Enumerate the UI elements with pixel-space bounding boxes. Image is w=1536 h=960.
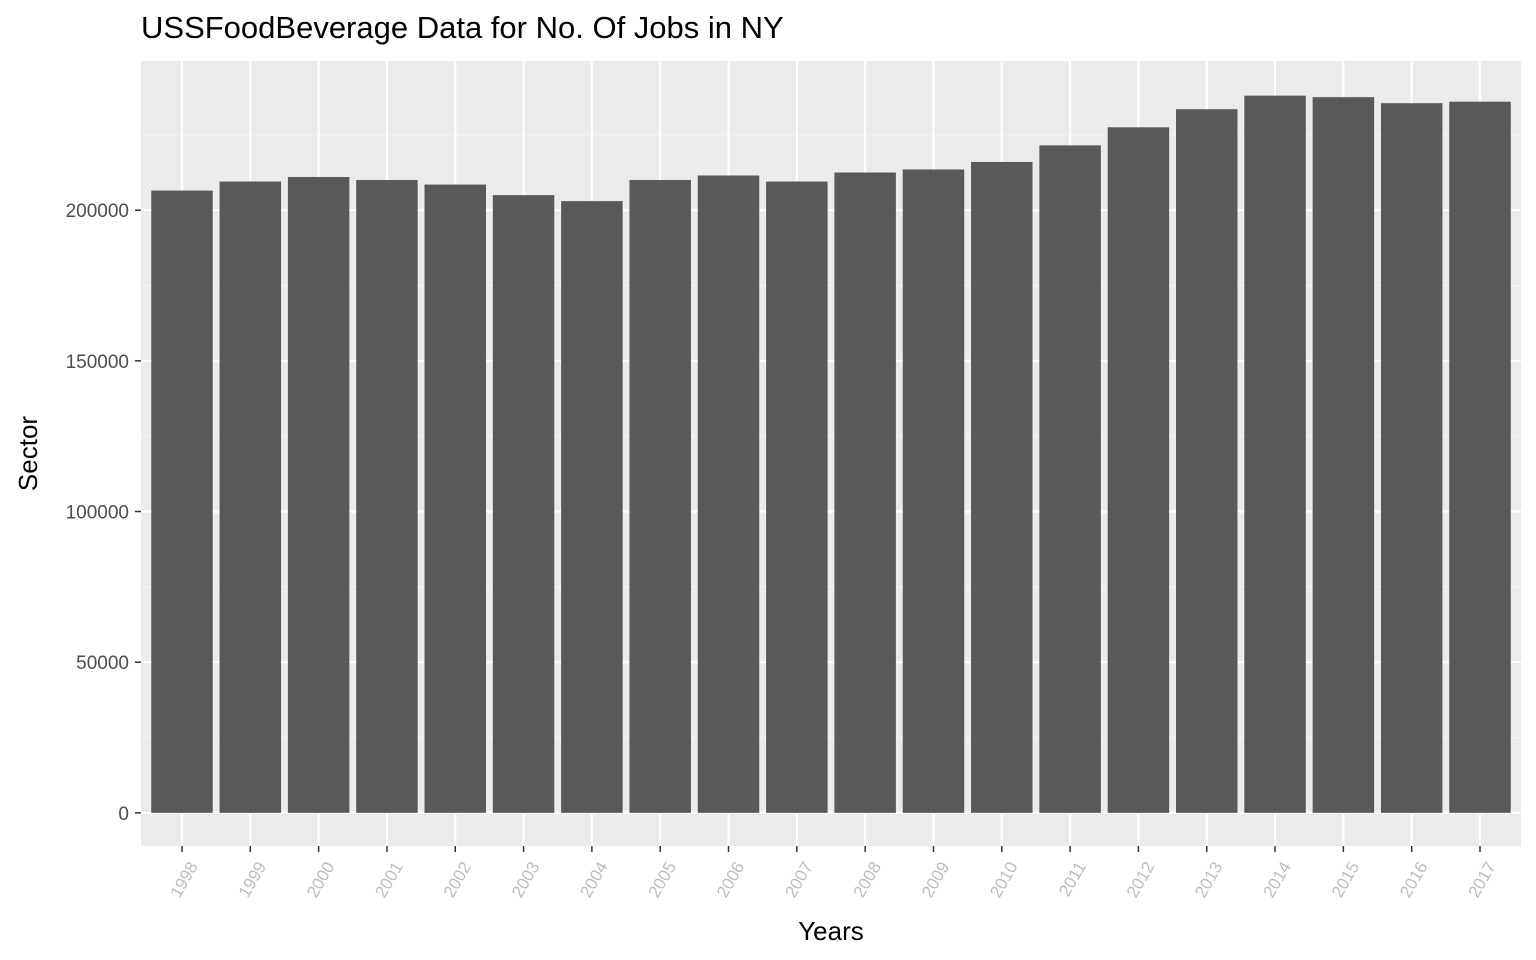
x-tick-label: 2013 [1191,859,1226,901]
bar-2015 [1312,97,1375,813]
bar-2002 [424,184,486,813]
x-tick-label: 2008 [850,859,885,901]
y-tick-label: 200000 [66,201,129,222]
chart-title: USSFoodBeverage Data for No. Of Jobs in … [141,10,784,45]
x-tick-label: 2007 [781,859,816,901]
bar-2017 [1449,101,1511,813]
y-tick-label: 100000 [66,503,129,524]
bar-1999 [219,181,282,813]
bar-1998 [151,190,213,813]
bar-2010 [971,161,1033,813]
x-tick-label: 2004 [576,859,611,901]
x-tick-label: 2015 [1328,859,1363,901]
bar-2004 [561,201,623,813]
x-tick-label: 2012 [1123,859,1158,901]
x-tick-label: 2010 [986,858,1021,900]
x-tick-label: 2014 [1260,859,1295,901]
x-tick-label: 2005 [645,859,680,901]
y-tick-label: 50000 [76,653,129,674]
x-axis-ticks: 1998 1999 2000 2001 2002 2003 2004 2005 2006 2007… [166,846,1500,901]
x-tick-label: 2003 [508,859,543,901]
bar-2016 [1380,103,1443,813]
bar-2011 [1039,145,1101,813]
bar-2003 [492,195,555,813]
x-tick-label: 1999 [235,859,270,901]
bar-2014 [1244,95,1306,813]
bar-2000 [287,177,350,813]
x-axis-label: Years [798,916,864,946]
x-tick-label: 2006 [713,859,748,901]
x-tick-label: 2017 [1464,859,1499,901]
x-tick-label: 2000 [303,859,338,901]
bars [151,95,1511,813]
y-axis-label: Sector [13,416,43,491]
x-tick-label: 2001 [371,859,406,901]
bar-2007 [766,181,828,813]
bar-2009 [902,169,965,813]
y-tick-label: 150000 [66,352,129,373]
bar-2013 [1176,109,1238,813]
y-tick-label: 0 [118,804,129,825]
x-tick-label: 2002 [440,859,475,901]
x-tick-label: 2011 [1055,859,1090,900]
x-tick-label: 2016 [1396,859,1431,901]
bar-2006 [697,175,760,813]
bar-2012 [1107,127,1170,813]
x-tick-label: 1998 [166,859,201,901]
bar-2005 [629,180,691,813]
x-tick-label: 2009 [918,859,953,901]
y-axis-ticks: 0 50000 100000 150000 200000 [66,201,141,825]
bar-2008 [834,172,896,813]
bar-2001 [356,180,418,813]
